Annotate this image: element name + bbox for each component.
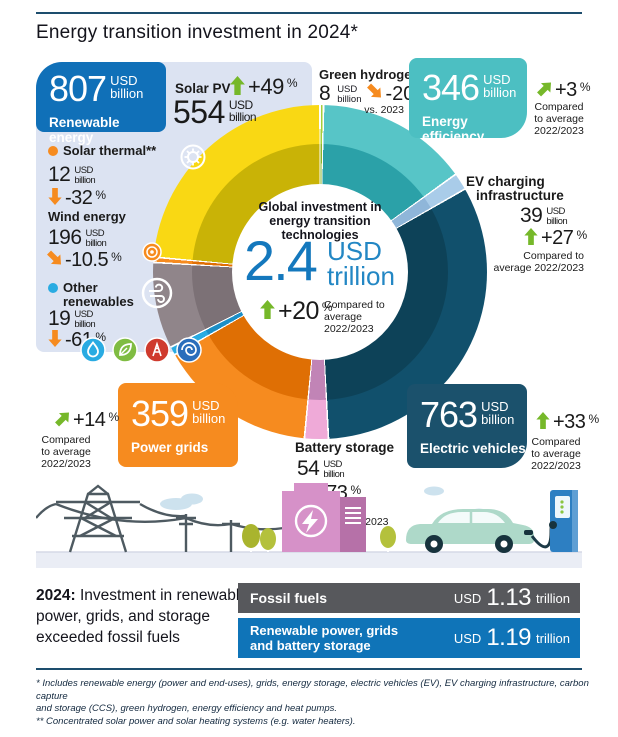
donut-center [232,184,408,360]
electric-vehicles-compared: Compared to average 2022/2023 [531,436,581,472]
power-grids-value: 359 [131,393,189,434]
other-renewables-bullet [48,283,58,293]
up-arrow-icon [524,228,538,245]
ev-charging-change: +27% [524,228,587,248]
green-hydrogen-label: Green hydrogen [319,67,420,82]
ev-charging-value: 39 USD billion [520,204,568,227]
solar-pv-value: 554 USD billion [173,94,257,130]
center-title-line1: Global investment in [258,200,382,214]
battery-value: 54 USD billion [297,457,345,480]
lightning-bolt-icon [302,510,318,533]
top-rule [36,12,582,14]
wind-icon [141,277,173,309]
power-grids-label: Power grids [131,440,209,455]
energy-efficiency-change: +3% [536,80,590,100]
fossil-fuels-bar: Fossil fuels USD 1.13 trillion [238,583,580,613]
battery-label: Battery storage [295,440,395,455]
fossil-fuels-value: USD 1.13 trillion [453,584,570,611]
green-hydrogen-note: vs. 2023 [364,104,404,116]
solar-pv-change: +49% [230,76,298,98]
down-arrow-icon [48,188,62,205]
center-change: +20 % [260,299,333,324]
electric-vehicles-change: +33% [536,412,599,432]
down-right-arrow-icon [367,83,382,98]
geothermal-icon [144,337,170,363]
up-right-arrow-icon [536,82,552,97]
renewable-energy-value: 807 [49,68,107,109]
up-arrow-icon [260,300,275,319]
footnotes: * Includes renewable energy (power and e… [36,678,589,727]
energy-efficiency-compared: Compared to average 2022/2023 [534,101,584,137]
center-title-line2: energy transition technologies [269,214,371,242]
up-arrow-icon [536,412,550,429]
solar-pv-sun-icon [180,144,206,170]
solar-thermal-change: -32% [48,188,106,208]
energy-efficiency-label: Energy efficiency [422,114,485,144]
electric-vehicles-value: 763 [420,394,478,435]
down-arrow-icon [48,330,62,347]
page-title: Energy transition investment in 2024* [36,22,359,43]
ground [36,552,582,568]
electric-vehicles-label: Electric vehicles [420,441,526,456]
fossil-fuels-label: Fossil fuels [250,589,328,606]
electric-vehicles-card: 763 USD billion Electric vehicles [407,384,527,468]
ocean-energy-icon [176,337,202,363]
center-total-unit: USD trillion [327,236,395,291]
bottom-rule [36,668,582,670]
battery-building-icon [282,483,366,552]
solar-thermal-bullet [48,146,58,156]
ev-charging-label: EV charging infrastructure [466,174,564,203]
ev-charging-compared: Compared to average 2022/2023 [493,250,585,274]
solar-thermal-label: Solar thermal** [48,144,156,158]
bioenergy-leaf-icon [112,337,138,363]
charging-station-icon [549,490,578,552]
ev-car-icon [406,509,555,553]
center-total: 2.4 [244,229,318,292]
renewable-storage-value: USD 1.19 trillion [453,624,570,651]
renewable-storage-label: Renewable power, grids and battery stora… [250,623,399,653]
renewable-storage-bar: Renewable power, grids and battery stora… [238,618,580,658]
up-arrow-icon [230,76,245,95]
solar-thermal-icon [142,242,162,262]
up-right-arrow-icon [54,412,70,427]
summary-text: 2024: Investment in renewable power, gri… [36,587,248,646]
transmission-tower-icon [36,484,187,553]
renewable-energy-label: Renewable energy [49,115,120,145]
other-renewables-value: 19 USD billion [48,307,96,330]
solar-pv-label: Solar PV [175,81,231,96]
wind-change: -10.5% [46,250,122,270]
wind-label: Wind energy [48,209,126,224]
other-renewables-label: Other renewables [48,281,134,309]
energy-scene-illustration [36,483,582,568]
center-compared: Compared to average 2022/2023 [324,299,385,335]
renewable-energy-card: 807 USD billion Renewable energy [36,62,166,145]
power-grids-compared: Compared to average 2022/2023 [41,434,91,470]
tree-icon [242,524,396,552]
wind-value: 196 USD billion [48,226,107,249]
power-grids-card: 359 USD billion Power grids [118,383,238,467]
down-right-arrow-icon [46,250,62,265]
solar-thermal-value: 12 USD billion [48,163,96,186]
energy-efficiency-value: 346 [422,67,480,108]
power-grids-change: +14% [54,410,119,430]
hydro-icon [80,337,106,363]
energy-efficiency-card: 346 USD billion Energy efficiency [409,58,527,144]
